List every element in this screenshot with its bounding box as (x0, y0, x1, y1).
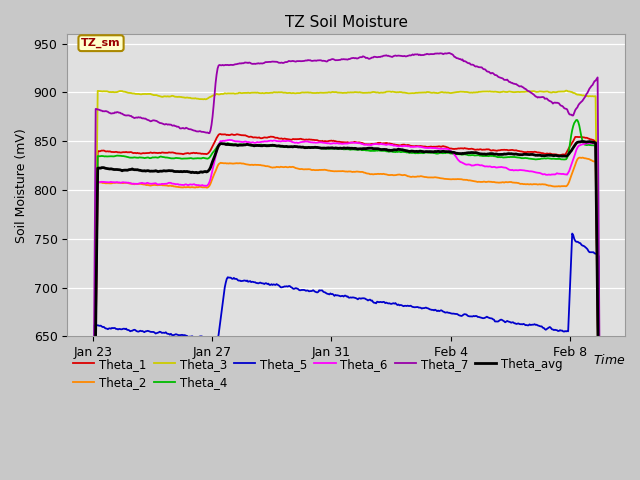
Theta_1 (331, 138, 339, 144)
Line: Theta_2: Theta_2 (93, 157, 600, 480)
Line: Theta_6: Theta_6 (93, 140, 600, 480)
Theta_2 (579, 155, 586, 160)
Theta_1 (584, 136, 592, 142)
Line: Theta_7: Theta_7 (93, 53, 600, 480)
Text: $\it{Time}$: $\it{Time}$ (593, 353, 625, 367)
Theta_5 (330, 292, 337, 298)
Theta_avg (596, 471, 604, 477)
Theta_avg (390, 147, 398, 153)
Theta_6 (333, 140, 341, 146)
Theta_4 (363, 147, 371, 153)
Theta_5 (584, 248, 592, 254)
Theta_avg (504, 151, 512, 156)
Theta_3 (363, 90, 371, 96)
Theta_3 (563, 88, 570, 94)
Theta_3 (333, 89, 340, 95)
Theta_avg (363, 145, 371, 151)
Theta_4 (596, 473, 604, 479)
Theta_4 (584, 142, 592, 148)
Theta_5 (568, 231, 576, 237)
Theta_7 (445, 50, 453, 56)
Legend: Theta_1, Theta_2, Theta_3, Theta_4, Theta_5, Theta_6, Theta_7, Theta_avg: Theta_1, Theta_2, Theta_3, Theta_4, Thet… (73, 358, 563, 389)
Theta_3 (390, 89, 398, 95)
Theta_1 (217, 131, 225, 137)
Theta_3 (330, 89, 337, 95)
Theta_5 (390, 301, 398, 307)
Theta_7 (596, 372, 604, 377)
Text: TZ_sm: TZ_sm (81, 38, 121, 48)
Theta_5 (333, 292, 340, 298)
Theta_6 (596, 471, 604, 477)
Theta_3 (596, 443, 604, 449)
Theta_5 (596, 433, 604, 439)
Title: TZ Soil Moisture: TZ Soil Moisture (285, 15, 408, 30)
Theta_1 (392, 142, 399, 148)
Theta_4 (330, 145, 337, 151)
Theta_1 (596, 470, 604, 476)
Theta_3 (584, 94, 592, 99)
Theta_2 (584, 156, 592, 162)
Theta_avg (579, 139, 586, 144)
Line: Theta_5: Theta_5 (93, 234, 600, 480)
Theta_6 (364, 142, 372, 148)
Y-axis label: Soil Moisture (mV): Soil Moisture (mV) (15, 128, 28, 242)
Theta_4 (390, 149, 398, 155)
Theta_2 (363, 170, 371, 176)
Theta_4 (504, 154, 512, 160)
Theta_1 (506, 147, 513, 153)
Theta_7 (506, 79, 513, 85)
Theta_2 (330, 168, 337, 174)
Theta_5 (504, 319, 512, 324)
Theta_7 (330, 56, 337, 62)
Line: Theta_1: Theta_1 (93, 134, 600, 480)
Theta_4 (333, 146, 340, 152)
Theta_avg (333, 145, 340, 151)
Theta_7 (363, 55, 371, 60)
Line: Theta_avg: Theta_avg (93, 142, 600, 480)
Theta_2 (390, 172, 398, 178)
Theta_7 (390, 53, 398, 59)
Theta_6 (584, 141, 592, 146)
Theta_7 (333, 57, 340, 63)
Line: Theta_4: Theta_4 (93, 120, 600, 480)
Theta_6 (331, 140, 339, 146)
Theta_6 (226, 137, 234, 143)
Theta_1 (364, 142, 372, 147)
Theta_avg (584, 139, 592, 144)
Theta_4 (572, 117, 580, 123)
Line: Theta_3: Theta_3 (93, 91, 600, 480)
Theta_avg (330, 145, 337, 151)
Theta_6 (392, 143, 399, 148)
Theta_6 (506, 167, 513, 173)
Theta_1 (333, 139, 341, 144)
Theta_3 (504, 89, 512, 95)
Theta_7 (584, 88, 592, 94)
Theta_5 (363, 297, 371, 302)
Theta_2 (333, 168, 340, 174)
Theta_2 (504, 180, 512, 185)
